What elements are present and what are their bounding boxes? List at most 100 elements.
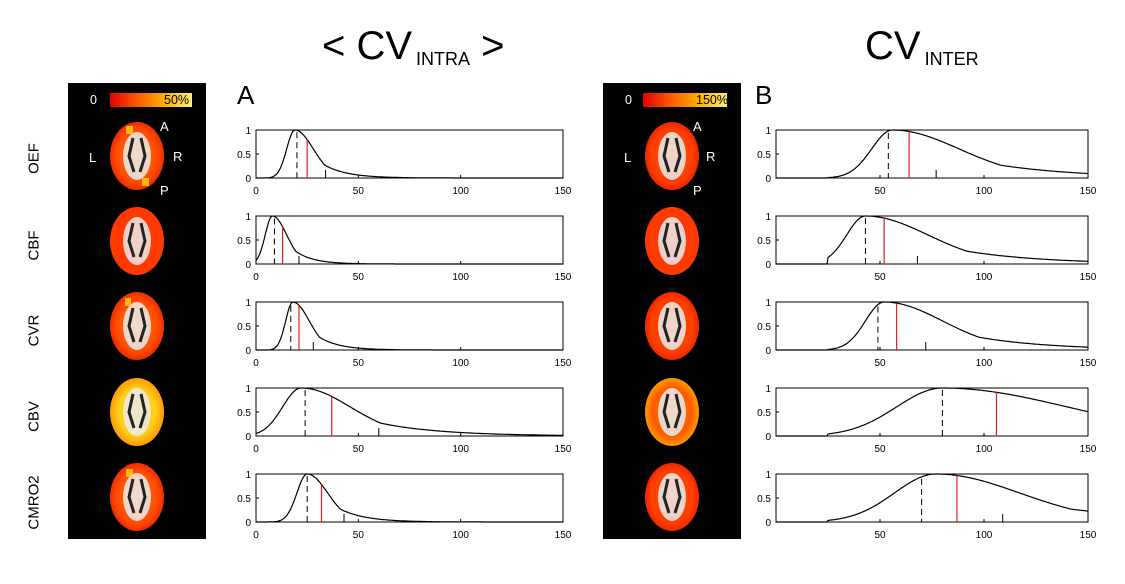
y-tick-label-b-cmro2: 0 bbox=[765, 518, 771, 529]
histogram-curve-a-cvr bbox=[256, 301, 563, 351]
brain-slice-cvr bbox=[110, 292, 164, 360]
histogram-curve-b-cmro2 bbox=[776, 473, 1089, 523]
x-tick-label-b-cbv: 100 bbox=[976, 444, 993, 455]
title-cv-intra-main: < CV bbox=[322, 24, 413, 68]
brain-slice-oef bbox=[110, 122, 164, 190]
x-tick-label-a-oef: 0 bbox=[253, 186, 259, 197]
plot-frame-a-cbv bbox=[255, 387, 564, 437]
title-cv-inter-main: CV bbox=[865, 24, 921, 68]
x-tick-label-a-cbv: 0 bbox=[253, 444, 259, 455]
brain-slices-intra bbox=[110, 122, 164, 531]
orientation-anterior-b: A bbox=[693, 119, 702, 134]
y-tick-label-b-cbf: 1 bbox=[765, 212, 771, 223]
x-tick-label-b-cmro2: 150 bbox=[1080, 530, 1097, 541]
y-tick-label-b-oef: 0 bbox=[765, 174, 771, 185]
brain-slice-cbv bbox=[110, 378, 164, 446]
histogram-curve-a-cbf bbox=[255, 215, 563, 265]
x-tick-label-a-cbv: 50 bbox=[353, 444, 365, 455]
x-tick-label-a-cbf: 100 bbox=[452, 272, 469, 283]
x-tick-label-b-cvr: 100 bbox=[976, 358, 993, 369]
colorbar-inter bbox=[643, 93, 727, 107]
x-tick-label-b-oef: 100 bbox=[976, 186, 993, 197]
brain-slice-cbf bbox=[110, 207, 164, 275]
x-tick-label-a-cvr: 100 bbox=[452, 358, 469, 369]
y-tick-label-a-oef: 0.5 bbox=[237, 150, 251, 161]
y-tick-label-a-cbf: 1 bbox=[245, 212, 251, 223]
y-tick-label-b-cbf: 0 bbox=[765, 260, 771, 271]
x-tick-label-a-cmro2: 0 bbox=[253, 530, 259, 541]
y-tick-label-b-cbv: 1 bbox=[765, 384, 771, 395]
brain-slice-cbf-b bbox=[645, 207, 699, 275]
y-tick-label-a-cbf: 0.5 bbox=[237, 236, 251, 247]
orientation-posterior-b: P bbox=[693, 183, 702, 198]
x-tick-label-a-cbf: 150 bbox=[555, 272, 572, 283]
brain-panel-intra: 0 50% A R L P bbox=[68, 83, 206, 539]
plot-frame-a-cmro2 bbox=[255, 473, 564, 523]
colorbar-intra-min: 0 bbox=[90, 93, 97, 107]
x-tick-label-a-cvr: 50 bbox=[353, 358, 365, 369]
plot-frame-a-cvr bbox=[255, 301, 564, 351]
brain-slice-cbv-b bbox=[645, 378, 699, 446]
brain-panel-inter: 0 150% A R L P bbox=[603, 83, 741, 539]
x-tick-label-b-cbv: 50 bbox=[874, 444, 886, 455]
y-tick-label-a-cvr: 0.5 bbox=[237, 322, 251, 333]
y-tick-label-b-cbv: 0.5 bbox=[757, 408, 771, 419]
orientation-right-b: R bbox=[706, 149, 716, 164]
y-tick-label-a-cbv: 1 bbox=[245, 384, 251, 395]
histogram-curve-b-cvr bbox=[776, 301, 1088, 351]
orientation-left-b: L bbox=[624, 150, 632, 165]
orientation-right: R bbox=[173, 149, 183, 164]
x-tick-label-a-cmro2: 100 bbox=[452, 530, 469, 541]
y-tick-label-b-cmro2: 1 bbox=[765, 470, 771, 481]
x-tick-label-b-cbv: 150 bbox=[1080, 444, 1097, 455]
y-tick-label-a-cmro2: 0 bbox=[245, 518, 251, 529]
histogram-curve-a-cbv bbox=[255, 387, 563, 436]
y-tick-label-b-cvr: 1 bbox=[765, 298, 771, 309]
y-tick-label-b-cvr: 0 bbox=[765, 346, 771, 357]
brain-slice-oef-b bbox=[645, 122, 699, 190]
y-tick-label-b-oef: 0.5 bbox=[757, 150, 771, 161]
y-tick-label-b-cvr: 0.5 bbox=[757, 322, 771, 333]
colorbar-intra-max: 50% bbox=[164, 93, 190, 107]
histogram-curve-b-cbv bbox=[776, 387, 1089, 437]
x-tick-label-b-cvr: 150 bbox=[1080, 358, 1097, 369]
y-tick-label-b-cbv: 0 bbox=[765, 432, 771, 443]
x-tick-label-a-cmro2: 150 bbox=[555, 530, 572, 541]
x-tick-label-a-cbf: 0 bbox=[253, 272, 259, 283]
panel-label-b: B bbox=[755, 80, 773, 110]
x-tick-label-b-cmro2: 100 bbox=[976, 530, 993, 541]
x-tick-label-a-oef: 100 bbox=[452, 186, 469, 197]
y-tick-label-a-cbf: 0 bbox=[245, 260, 251, 271]
plot-frame-a-cbf bbox=[255, 215, 564, 265]
x-tick-label-a-oef: 150 bbox=[555, 186, 572, 197]
x-tick-label-b-cbf: 150 bbox=[1080, 272, 1097, 283]
orientation-posterior: P bbox=[160, 183, 169, 198]
orientation-anterior: A bbox=[160, 119, 169, 134]
y-tick-label-a-oef: 0 bbox=[245, 174, 251, 185]
x-tick-label-b-cbf: 100 bbox=[976, 272, 993, 283]
histogram-curve-b-cbf bbox=[776, 215, 1088, 265]
brain-slice-cmro2 bbox=[110, 463, 164, 531]
plot-frame-b-cbf bbox=[775, 215, 1089, 265]
title-cv-inter: CV INTER bbox=[865, 24, 979, 68]
title-cv-intra-close: > bbox=[481, 24, 505, 68]
x-tick-label-a-oef: 50 bbox=[353, 186, 365, 197]
x-tick-label-b-oef: 150 bbox=[1080, 186, 1097, 197]
x-tick-label-a-cmro2: 50 bbox=[353, 530, 365, 541]
histogram-curve-b-oef bbox=[776, 129, 1088, 179]
brain-slices-inter bbox=[645, 122, 699, 531]
x-tick-label-b-cmro2: 50 bbox=[874, 530, 886, 541]
plot-frame-b-cvr bbox=[775, 301, 1089, 351]
y-tick-label-a-cbv: 0 bbox=[245, 432, 251, 443]
x-tick-label-b-cbf: 50 bbox=[874, 272, 886, 283]
y-tick-label-a-oef: 1 bbox=[245, 126, 251, 137]
colorbar-inter-max: 150% bbox=[696, 93, 728, 107]
brain-slice-cmro2-b bbox=[645, 463, 699, 531]
colorbar-intra bbox=[110, 93, 192, 107]
y-tick-label-a-cvr: 1 bbox=[245, 298, 251, 309]
brain-slice-cvr-b bbox=[645, 292, 699, 360]
x-tick-label-b-oef: 50 bbox=[874, 186, 886, 197]
title-cv-intra-sub: INTRA bbox=[416, 49, 471, 69]
y-tick-label-b-cbf: 0.5 bbox=[757, 236, 771, 247]
